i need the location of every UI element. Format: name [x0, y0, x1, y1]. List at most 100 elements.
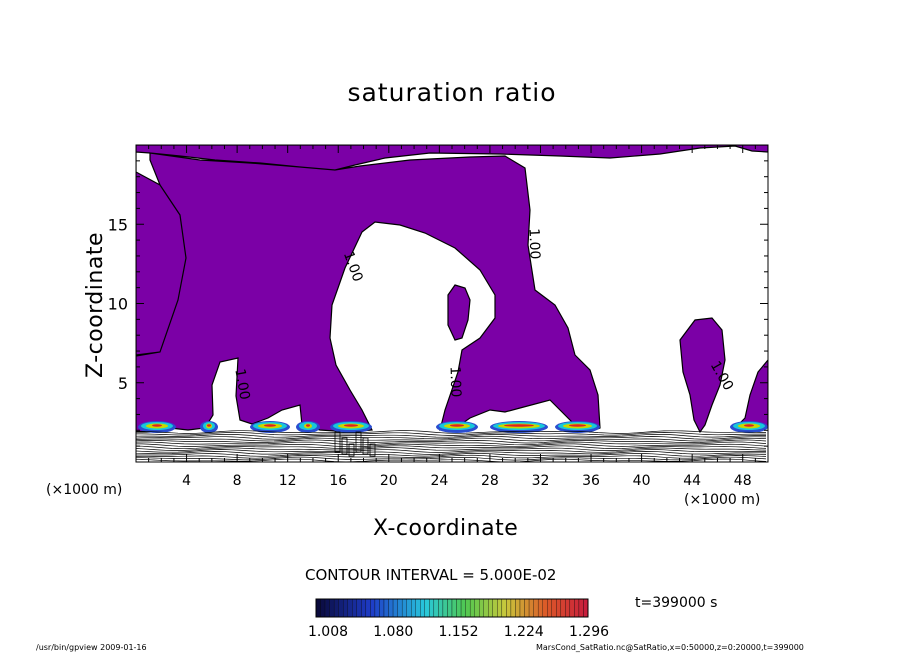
colorbar-cell: [537, 598, 543, 618]
surface-contour-line: [136, 447, 767, 451]
colorbar-cell: [370, 598, 376, 618]
colorbar-cell: [519, 598, 525, 618]
colorbar-cell: [352, 598, 357, 618]
surface-contour-cluster: [369, 443, 376, 457]
colorbar-cell: [506, 598, 512, 618]
colorbar-cell: [542, 598, 548, 618]
colorbar-cell: [501, 598, 507, 618]
colorbar-cell: [379, 598, 385, 618]
colorbar-cell: [315, 598, 321, 618]
colorbar-cell: [510, 598, 516, 618]
colorbar-cell: [574, 598, 580, 618]
surface-contour-line: [136, 435, 767, 440]
surface-contour-cluster: [348, 443, 355, 457]
colorbar-cell: [324, 598, 330, 618]
chart-title: saturation ratio: [347, 78, 557, 107]
colorbar-cell: [429, 598, 435, 618]
hotspot-red-6: [504, 424, 534, 427]
colorbar-cell: [333, 598, 339, 618]
colorbar-cell: [547, 598, 552, 618]
colorbar-cell: [447, 598, 453, 618]
x-axis-label: X-coordinate: [373, 516, 519, 541]
hotspot-red-7: [569, 424, 586, 427]
colorbar-cell: [374, 598, 380, 618]
surface-contour-line: [136, 437, 767, 442]
colorbar-cell: [347, 598, 353, 618]
colorbar-cell: [365, 598, 371, 618]
surface-contour-line: [136, 432, 766, 436]
colorbar-cell: [406, 598, 412, 618]
surface-contour-cluster: [341, 437, 348, 455]
surface-contour-line: [136, 434, 766, 438]
y-tick-label: 5: [118, 374, 128, 393]
surface-contour-line: [136, 449, 766, 453]
colorbar-cell: [492, 598, 498, 618]
colorbar-cell: [583, 598, 589, 618]
colorbar-cell: [451, 598, 457, 618]
colorbar-cell: [488, 598, 493, 618]
supersaturated-blob-right: [679, 317, 726, 434]
colorbar-tick-label: 1.152: [438, 624, 479, 640]
colorbar-cell: [424, 598, 430, 618]
x-tick-label: 48: [734, 473, 752, 489]
surface-contour-line: [136, 451, 766, 455]
colorbar-cell: [442, 598, 448, 618]
contour-label: 1.00: [446, 366, 463, 398]
colorbar-cell: [343, 598, 348, 618]
colorbar-cell: [515, 598, 521, 618]
x-unit-label-right: (×1000 m): [684, 492, 761, 508]
hotspot-red-3: [306, 424, 310, 427]
colorbar-cell: [356, 598, 362, 618]
surface-contour-line: [136, 441, 767, 446]
hotspot-red-8: [744, 424, 754, 427]
x-tick-label: 12: [279, 473, 297, 489]
colorbar-cell: [569, 598, 575, 618]
colorbar-cell: [469, 598, 475, 618]
colorbar-cell: [528, 598, 534, 618]
footer-right: MarsCond_SatRatio.nc@SatRatio,x=0:50000,…: [536, 643, 804, 652]
colorbar-cell: [578, 598, 584, 618]
colorbar-cell: [438, 598, 444, 618]
x-tick-label: 20: [380, 473, 398, 489]
colorbar-cell: [397, 598, 403, 618]
y-axis-label: Z-coordinate: [83, 232, 108, 378]
colorbar-cell: [483, 598, 489, 618]
colorbar-cell: [415, 598, 421, 618]
colorbar-cell: [401, 598, 407, 618]
x-tick-label: 40: [633, 473, 651, 489]
colorbar-cell: [460, 598, 466, 618]
supersaturated-blob-mid: [447, 284, 471, 341]
colorbar-cell: [388, 598, 394, 618]
surface-contour-line: [136, 445, 767, 450]
surface-contour-line: [136, 456, 767, 461]
colorbar-frame: [315, 598, 589, 618]
colorbar-cell: [465, 598, 471, 618]
x-tick-label: 44: [683, 473, 701, 489]
contour-interval-text: CONTOUR INTERVAL = 5.000E-02: [305, 566, 557, 584]
y-tick-label: 15: [108, 215, 128, 234]
colorbar-cell: [474, 598, 480, 618]
surface-contour-cluster: [355, 431, 362, 453]
y-tick-label: 10: [108, 295, 128, 314]
colorbar-cell: [456, 598, 462, 618]
colorbar-cell: [565, 598, 571, 618]
x-tick-label: 24: [430, 473, 448, 489]
plot-area: 1.001.001.00 1.00 1.00: [136, 145, 768, 462]
hotspot-red-5: [450, 424, 464, 427]
surface-contour-line: [136, 452, 767, 457]
colorbar-cell: [433, 598, 439, 618]
x-tick-label: 4: [182, 473, 191, 489]
surface-contour-line: [136, 454, 767, 459]
colorbar-cell: [479, 598, 484, 618]
colorbar-cell: [420, 598, 425, 618]
x-tick-label: 16: [329, 473, 347, 489]
surface-contour-cluster: [362, 437, 369, 455]
surface-contour-line: [136, 443, 767, 448]
colorbar-cell: [524, 598, 530, 618]
colorbar-cell: [320, 598, 326, 618]
colorbar-tick-label: 1.296: [568, 624, 610, 640]
time-label: t=399000 s: [635, 595, 718, 611]
hotspot-red-2: [264, 424, 276, 427]
contour-label: 1.00: [525, 228, 542, 260]
surface-contour-line: [136, 458, 767, 462]
